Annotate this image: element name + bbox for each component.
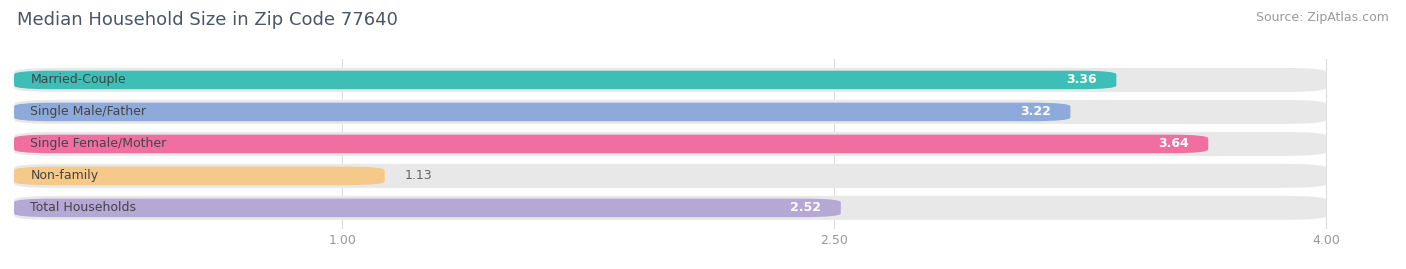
Text: Total Households: Total Households: [31, 201, 136, 214]
Text: Single Female/Mother: Single Female/Mother: [31, 137, 167, 150]
Text: 3.64: 3.64: [1157, 137, 1188, 150]
FancyBboxPatch shape: [14, 135, 1208, 153]
Text: Single Male/Father: Single Male/Father: [31, 105, 146, 118]
FancyBboxPatch shape: [14, 196, 1326, 220]
FancyBboxPatch shape: [14, 71, 1116, 89]
FancyBboxPatch shape: [14, 167, 385, 185]
Text: Non-family: Non-family: [31, 169, 98, 182]
Text: 3.36: 3.36: [1066, 73, 1097, 86]
FancyBboxPatch shape: [14, 68, 1326, 92]
FancyBboxPatch shape: [14, 164, 1326, 188]
FancyBboxPatch shape: [14, 199, 841, 217]
Text: Source: ZipAtlas.com: Source: ZipAtlas.com: [1256, 11, 1389, 24]
Text: 2.52: 2.52: [790, 201, 821, 214]
Text: 3.22: 3.22: [1019, 105, 1050, 118]
FancyBboxPatch shape: [14, 100, 1326, 124]
Text: 1.13: 1.13: [405, 169, 432, 182]
Text: Median Household Size in Zip Code 77640: Median Household Size in Zip Code 77640: [17, 11, 398, 29]
Text: Married-Couple: Married-Couple: [31, 73, 127, 86]
FancyBboxPatch shape: [14, 103, 1070, 121]
FancyBboxPatch shape: [14, 132, 1326, 156]
